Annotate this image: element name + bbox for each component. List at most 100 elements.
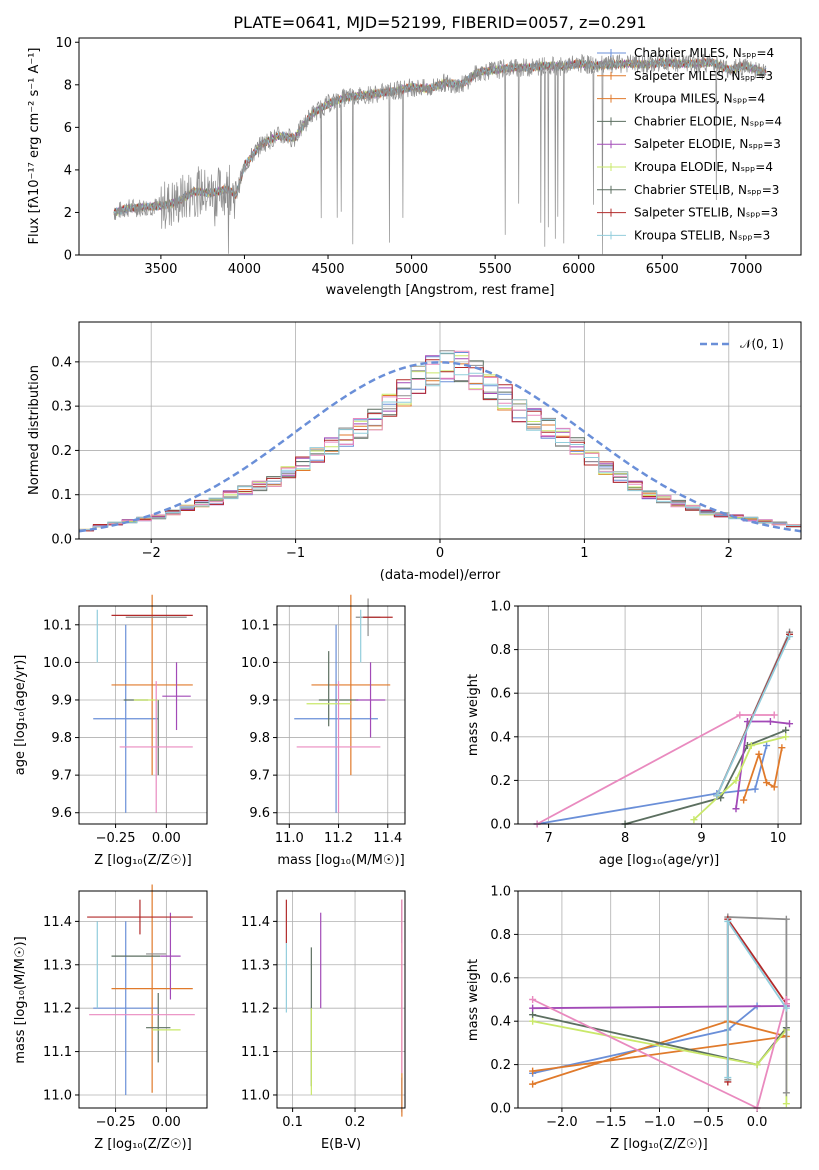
mass-z-panel: −0.25 0.00 11.0 11.1 11.2 11.3 11.4 Z [log₁₀(Z… [13, 884, 208, 1152]
weight-age-point-marker [763, 742, 771, 750]
weight-age-point-marker [763, 779, 771, 787]
weight-z-xtick-label: −0.5 [693, 1115, 725, 1130]
weight-age-point-marker [736, 711, 744, 719]
weight-age-point-marker [786, 720, 794, 728]
residual-frame [78, 321, 802, 540]
weight-z-xtick-label: 0.0 [747, 1115, 768, 1130]
weight-z-xtick-label: −2.0 [546, 1115, 578, 1130]
observed-spectrum [113, 53, 767, 255]
spectrum-frame [78, 37, 802, 256]
residual-xtick-label: −1 [286, 546, 305, 561]
weight-z-point-marker [724, 1074, 732, 1082]
age-mass-frame [276, 605, 406, 825]
weight-z-point-marker [782, 1100, 790, 1108]
age-z-xlabel: Z [log₁₀(Z/Z☉)] [94, 853, 191, 868]
weight-z-ytick-label: 0.6 [490, 971, 511, 986]
weight-z-point-marker [753, 1061, 761, 1069]
age-z-xtick-label: 0.00 [152, 831, 181, 846]
weight-age-ytick-label: 0.4 [490, 730, 511, 745]
weight-age-point-marker [732, 805, 740, 813]
weight-age-xtick-label: 10 [770, 831, 787, 846]
weight-age-point-marker [782, 733, 790, 741]
spectrum-data [113, 53, 767, 255]
weight-age-point-marker [740, 796, 748, 804]
mass-z-ytick-label: 11.0 [43, 1088, 72, 1103]
residual-panel: −2 −1 0 1 2 0.0 0.1 0.2 0.3 0.4 𝒩(0, 1) (data-mod… [27, 321, 802, 583]
age-mass-xtick-label: 11.2 [324, 831, 353, 846]
mass-z-frame [78, 890, 208, 1109]
residual-histograms [79, 350, 801, 532]
spectrum-ytick-label: 6 [64, 121, 72, 136]
spectrum-ylabel: Flux [fλ10⁻¹⁷ erg cm⁻² s⁻¹ A⁻¹] [27, 48, 42, 245]
residual-legend-label: 𝒩(0, 1) [740, 337, 784, 351]
mass-z-xtick-label: 0.00 [152, 1115, 181, 1130]
weight-age-ytick-label: 0.8 [490, 643, 511, 658]
residual-ytick-label: 0.4 [51, 355, 72, 370]
residual-xtick-label: −2 [142, 546, 161, 561]
legend-label: Kroupa ELODIE, Nₛₚₚ=4 [634, 160, 773, 174]
residual-ytick-label: 0.3 [51, 400, 72, 415]
mass-ebv-plot: 0.1 0.2 11.0 11.1 11.2 11.3 11.4 [241, 891, 405, 1130]
weight-z-xtick-label: −1.5 [595, 1115, 627, 1130]
weight-z-point-marker [529, 1017, 537, 1025]
spectrum-ytick-label: 4 [64, 163, 72, 178]
spectrum-xtick-label: 4500 [311, 262, 344, 277]
weight-z-point-marker [529, 1080, 537, 1088]
age-mass-panel: 11.0 11.2 11.4 9.6 9.7 9.8 9.9 10.0 10.1 mass [l… [241, 594, 406, 868]
age-z-ytick-label: 9.8 [51, 731, 72, 746]
residual-xtick-label: 0 [436, 546, 444, 561]
age-z-frame [78, 605, 208, 825]
weight-z-series-line [532, 1020, 787, 1085]
spectrum-ytick-label: 2 [64, 206, 72, 221]
age-z-plot: −0.25 0.00 9.6 9.7 9.8 9.9 10.0 10.1 [43, 594, 207, 846]
weight-z-panel: −2.0 −1.5 −1.0 −0.5 0.0 0.0 0.2 0.4 0.6 0.8 1.0 Z … [466, 885, 802, 1152]
weight-age-point-marker [732, 776, 740, 784]
residual-xtick-label: 2 [725, 546, 733, 561]
spectrum-xtick-label: 7000 [729, 262, 762, 277]
mass-z-ytick-label: 11.3 [43, 958, 72, 973]
weight-age-plot: 7 8 9 10 0.0 0.2 0.4 0.6 0.8 1.0 [490, 600, 801, 846]
weight-z-point-marker [724, 917, 732, 925]
weight-z-point-marker [529, 1004, 537, 1012]
spectrum-xtick-label: 5500 [479, 262, 512, 277]
weight-z-series-line [532, 1005, 787, 1010]
weight-z-ylabel: mass weight [466, 959, 481, 1041]
weight-z-ytick-label: 0.2 [490, 1058, 511, 1073]
spectrum-xtick-label: 4000 [228, 262, 261, 277]
age-mass-xtick-label: 11.0 [275, 831, 304, 846]
age-z-ytick-label: 9.9 [51, 693, 72, 708]
weight-z-xtick-label: −1.0 [644, 1115, 676, 1130]
weight-age-series-line [693, 735, 786, 821]
weight-z-point-marker [782, 1089, 790, 1097]
weight-z-point-marker [529, 1067, 537, 1075]
spectrum-panel: PLATE=0641, MJD=52199, FIBERID=0057, z=0… [27, 13, 802, 298]
residual-xtick-label: 1 [580, 546, 588, 561]
spectrum-title: PLATE=0641, MJD=52199, FIBERID=0057, z=0… [233, 13, 646, 32]
spectrum-xtick-label: 3500 [144, 262, 177, 277]
weight-age-xlabel: age [log₁₀(age/yr)] [599, 853, 720, 868]
weight-age-ytick-label: 1.0 [490, 600, 511, 615]
mass-ebv-frame [276, 890, 406, 1109]
age-mass-ytick-label: 9.7 [249, 769, 270, 784]
weight-age-point-marker [713, 792, 721, 800]
weight-age-point-marker [690, 816, 698, 824]
spectrum-xtick-label: 6500 [646, 262, 679, 277]
weight-z-frame [517, 890, 802, 1109]
weight-age-series-line [624, 729, 787, 825]
weight-z-point-marker [782, 1004, 790, 1012]
weight-age-point-marker [782, 726, 790, 734]
age-mass-ytick-label: 10.1 [241, 618, 270, 633]
spectrum-xtick-label: 5000 [395, 262, 428, 277]
mass-ebv-ytick-label: 11.1 [241, 1045, 270, 1060]
mass-z-ytick-label: 11.2 [43, 1002, 72, 1017]
mass-ebv-ytick-label: 11.4 [241, 915, 270, 930]
mass-z-plot: −0.25 0.00 11.0 11.1 11.2 11.3 11.4 [43, 884, 207, 1130]
weight-age-point-marker [770, 711, 778, 719]
legend-label: Salpeter ELODIE, Nₛₚₚ=3 [634, 137, 781, 151]
weight-age-ytick-label: 0.2 [490, 774, 511, 789]
weight-age-xtick-label: 8 [621, 831, 629, 846]
age-z-ytick-label: 10.0 [43, 656, 72, 671]
age-z-ytick-label: 9.6 [51, 806, 72, 821]
mass-z-ylabel: mass [log₁₀(M/M☉)] [13, 936, 28, 1063]
